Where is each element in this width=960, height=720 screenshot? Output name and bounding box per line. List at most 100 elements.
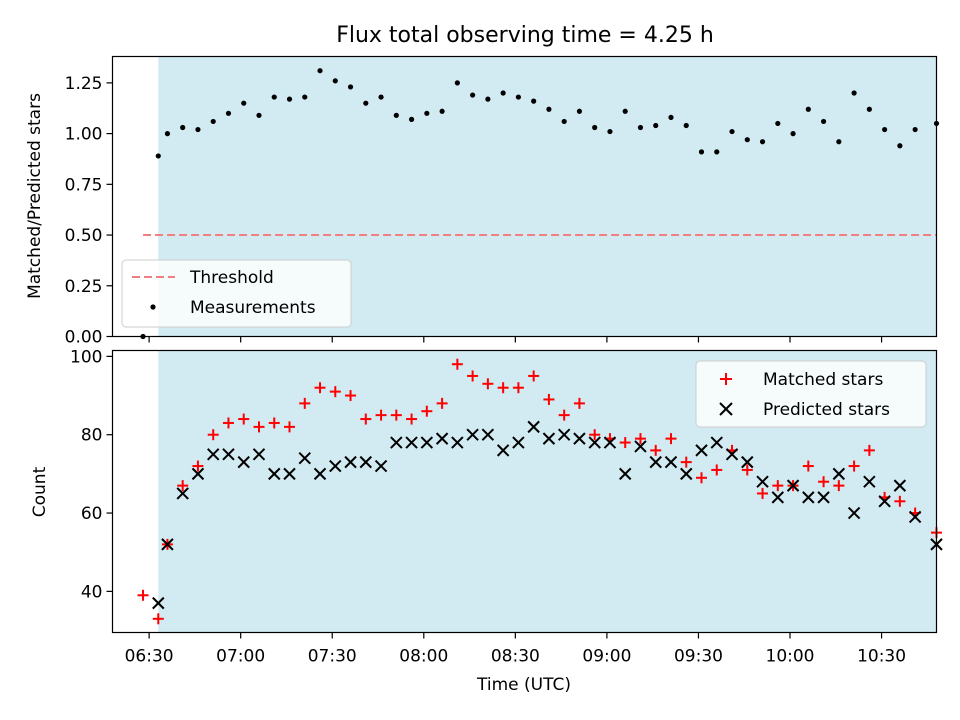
predicted-star-point: [496, 444, 510, 457]
count-xtick-label: 08:00: [399, 647, 448, 667]
predicted-star-point: [542, 432, 556, 445]
matched-legend-label: Matched stars: [763, 370, 883, 390]
predicted-star-point: [451, 436, 464, 449]
ratio-ytick-label: 0.00: [65, 328, 103, 348]
matched-star-point: [375, 409, 387, 421]
matched-star-point: [177, 480, 189, 492]
measurement-point: [408, 116, 415, 122]
count-panel-marks: [137, 358, 943, 625]
matched-star-point: [802, 460, 814, 472]
matched-star-point: [152, 613, 164, 625]
matched-star-point: [543, 393, 555, 405]
ratio-legend: Threshold Measurements: [121, 259, 352, 328]
matched-star-point: [345, 390, 357, 402]
measurement-point: [256, 112, 262, 118]
measurement-point: [622, 108, 628, 114]
predicted-star-point: [435, 432, 449, 445]
measurement-point: [210, 118, 216, 125]
predicted-legend-label: Predicted stars: [763, 400, 890, 420]
measurement-point: [897, 143, 903, 149]
matched-star-point: [772, 480, 784, 492]
predicted-star-point: [152, 596, 165, 610]
count-ytick-label: 100: [70, 347, 102, 367]
measurement-point: [637, 124, 644, 131]
matched-star-point: [497, 382, 509, 394]
measurement-point: [836, 139, 842, 145]
predicted-star-point: [802, 491, 815, 504]
count-y-axis-label: Count: [30, 466, 50, 517]
predicted-star-point: [710, 436, 723, 449]
matched-star-point: [192, 460, 204, 472]
predicted-star-point: [725, 448, 739, 461]
predicted-star-point: [695, 444, 708, 457]
measurement-point: [317, 68, 323, 74]
count-xtick-label: 07:00: [216, 647, 265, 667]
matched-star-point: [299, 397, 311, 409]
matched-star-point: [436, 397, 448, 409]
count-legend-box: [695, 360, 927, 428]
measurement-point: [729, 128, 735, 135]
matched-star-point: [894, 495, 906, 507]
matched-star-point: [314, 382, 326, 394]
measurement-point: [668, 114, 674, 120]
matched-star-point: [137, 589, 149, 601]
predicted-star-point: [176, 487, 189, 500]
count-legend: Matched stars Predicted stars: [695, 360, 927, 428]
predicted-star-point: [878, 495, 891, 508]
predicted-star-point: [329, 459, 342, 473]
count-xtick-label: 06:30: [125, 647, 174, 667]
matched-legend-key: [720, 373, 732, 385]
measurement-point: [592, 124, 598, 131]
matched-star-point: [482, 378, 494, 390]
predicted-star-point: [908, 510, 922, 524]
measurement-point: [363, 100, 369, 106]
matched-star-point: [833, 480, 845, 492]
measurement-point: [698, 149, 705, 155]
matched-star-point: [451, 358, 463, 370]
matched-star-point: [238, 413, 250, 425]
count-xtick-label: 10:00: [766, 647, 815, 667]
predicted-star-point: [390, 436, 403, 449]
predicted-star-point: [512, 436, 525, 449]
ratio-x-ticks: [148, 336, 883, 343]
matched-star-point: [757, 487, 769, 499]
measurement-point: [241, 100, 247, 106]
predicted-star-point: [847, 506, 861, 520]
matched-star-point: [329, 386, 341, 398]
measurement-point: [164, 131, 171, 137]
measurement-point: [378, 94, 384, 100]
ratio-ytick-label: 1.25: [65, 74, 103, 94]
predicted-star-point: [191, 467, 205, 481]
measurement-point: [912, 126, 918, 133]
predicted-star-point: [298, 452, 311, 465]
count-panel: 40 60 80 100 06:30 07:00 07:30 08:00 08:30 09:00…: [30, 347, 943, 695]
chart-title: Flux total observing time = 4.25 h: [336, 23, 714, 48]
count-ytick-label: 60: [81, 504, 103, 524]
ratio-legend-box: [121, 259, 352, 328]
count-xtick-label: 07:30: [308, 647, 357, 667]
count-ytick-label: 40: [81, 582, 103, 602]
measurement-point: [225, 110, 232, 116]
count-ytick-label: 80: [81, 426, 103, 446]
measurement-point: [454, 80, 460, 86]
measurement-point: [180, 124, 186, 131]
predicted-star-point: [893, 479, 907, 492]
measurement-point: [790, 131, 796, 137]
matched-star-point: [467, 370, 479, 382]
measurement-point: [546, 106, 552, 112]
count-y-axis: 40 60 80 100: [70, 347, 113, 602]
measurement-point: [866, 106, 872, 112]
measurement-point: [561, 118, 567, 125]
predicted-star-point: [603, 436, 617, 449]
measurement-point: [607, 128, 613, 135]
predicted-star-point: [252, 448, 266, 461]
predicted-star-point: [237, 455, 250, 469]
predicted-star-point: [374, 459, 388, 473]
measurement-point: [347, 84, 354, 90]
matched-star-point: [741, 464, 753, 476]
matched-star-point: [284, 421, 296, 433]
ratio-panel-frame: [111, 55, 938, 338]
threshold-legend-label: Threshold: [189, 268, 274, 288]
matched-star-point: [268, 417, 280, 429]
